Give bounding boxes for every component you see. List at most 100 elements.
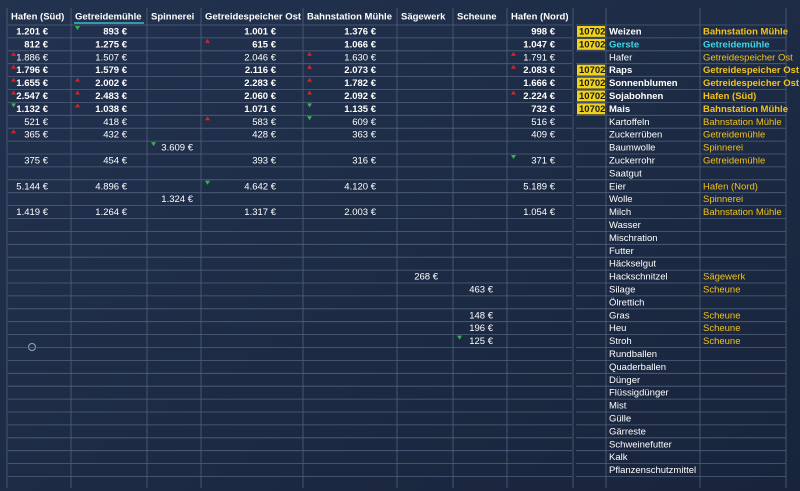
trend-up-arrow xyxy=(307,77,312,82)
price: 583 € xyxy=(252,117,276,128)
price: 516 € xyxy=(531,117,555,128)
product-name: Zuckerrohr xyxy=(609,155,655,166)
best-location: Spinnerei xyxy=(703,194,743,205)
price: 1.132 € xyxy=(16,104,48,115)
product-name: Mist xyxy=(609,401,627,412)
trend-down-arrow xyxy=(75,26,80,30)
product-name: Kartoffeln xyxy=(609,117,650,128)
best-location: Scheune xyxy=(703,310,741,321)
price: 2.483 € xyxy=(95,91,127,102)
price: 5.144 € xyxy=(16,181,48,192)
price: 316 € xyxy=(352,155,376,166)
price: 409 € xyxy=(531,130,555,141)
price: 1.317 € xyxy=(244,207,276,218)
price: 371 € xyxy=(531,155,555,166)
price: 893 € xyxy=(103,26,127,37)
price: 1.376 € xyxy=(344,26,376,37)
trend-up-arrow xyxy=(75,77,80,82)
trend-up-arrow xyxy=(205,116,210,121)
column-header: Getreidespeicher Ost xyxy=(205,12,302,23)
trend-up-arrow xyxy=(11,77,16,82)
best-location: Getreidespeicher Ost xyxy=(703,78,800,89)
best-location: Scheune xyxy=(703,336,741,347)
price: 812 € xyxy=(24,39,48,50)
best-location: Bahnstation Mühle xyxy=(703,26,788,37)
trend-up-arrow xyxy=(11,64,16,69)
price: 4.896 € xyxy=(95,181,127,192)
product-name: Sonnenblumen xyxy=(609,78,678,89)
price: 1.001 € xyxy=(244,26,276,37)
column-header: Spinnerei xyxy=(151,12,194,23)
trend-up-arrow xyxy=(11,129,16,134)
best-location: Hafen (Süd) xyxy=(703,91,756,102)
product-name: Quaderballen xyxy=(609,362,666,373)
stock-badge xyxy=(577,38,605,50)
price: 521 € xyxy=(24,117,48,128)
trend-down-arrow xyxy=(307,116,312,121)
price: 3.609 € xyxy=(161,143,193,154)
trend-up-arrow xyxy=(75,90,80,95)
price: 2.224 € xyxy=(523,91,555,102)
product-name: Stroh xyxy=(609,336,632,347)
price: 418 € xyxy=(103,117,127,128)
price: 125 € xyxy=(469,336,493,347)
best-location: Bahnstation Mühle xyxy=(703,117,782,128)
price: 268 € xyxy=(414,272,438,283)
price: 615 € xyxy=(252,39,276,50)
product-name: Baumwolle xyxy=(609,143,655,154)
trend-up-arrow xyxy=(75,103,80,108)
price: 2.003 € xyxy=(344,207,376,218)
best-location: Sägewerk xyxy=(703,272,745,283)
trend-down-arrow xyxy=(511,155,516,159)
price: 998 € xyxy=(531,26,555,37)
product-name: Hafer xyxy=(609,52,632,63)
product-name: Schweinefutter xyxy=(609,439,672,450)
stock-badge xyxy=(577,26,605,37)
stock-badge xyxy=(577,103,605,115)
price: 2.283 € xyxy=(244,78,276,89)
column-header: Getreidemühle xyxy=(75,12,142,23)
price: 196 € xyxy=(469,323,493,334)
product-name: Dünger xyxy=(609,375,640,386)
price: 428 € xyxy=(252,130,276,141)
trend-up-arrow xyxy=(205,38,210,43)
price: 1.324 € xyxy=(161,194,193,205)
price: 2.002 € xyxy=(95,78,127,89)
product-name: Wasser xyxy=(609,220,641,231)
stock: 10702 xyxy=(579,78,605,89)
price: 463 € xyxy=(469,284,493,295)
price: 2.083 € xyxy=(523,65,555,76)
price: 1.791 € xyxy=(523,52,555,63)
best-location: Getreidemühle xyxy=(703,155,765,166)
trend-up-arrow xyxy=(307,64,312,69)
product-name: Kalk xyxy=(609,452,628,463)
price: 1.579 € xyxy=(95,65,127,76)
price: 1.796 € xyxy=(16,65,48,76)
trend-up-arrow xyxy=(307,90,312,95)
product-name: Raps xyxy=(609,65,632,76)
trend-down-arrow xyxy=(457,335,462,340)
price: 1.655 € xyxy=(16,78,48,89)
best-location: Spinnerei xyxy=(703,143,743,154)
price: 1.419 € xyxy=(16,207,48,218)
price: 1.264 € xyxy=(95,207,127,218)
stock-badge xyxy=(577,77,605,89)
price: 454 € xyxy=(103,155,127,166)
best-location: Bahnstation Mühle xyxy=(703,207,782,218)
trend-up-arrow xyxy=(307,51,312,56)
trend-up-arrow xyxy=(511,51,516,56)
best-location: Getreidemühle xyxy=(703,39,770,50)
price: 375 € xyxy=(24,155,48,166)
stock: 10702 xyxy=(579,65,605,76)
price: 1.782 € xyxy=(344,78,376,89)
column-header: Hafen (Süd) xyxy=(11,12,64,23)
stock: 10702 xyxy=(579,91,605,102)
column-header: Bahnstation Mühle xyxy=(307,12,392,23)
stock: 10702 xyxy=(579,39,605,50)
product-name: Gerste xyxy=(609,39,639,50)
trend-down-arrow xyxy=(11,103,16,108)
price: 2.116 € xyxy=(245,65,277,76)
product-name: Eier xyxy=(609,181,626,192)
